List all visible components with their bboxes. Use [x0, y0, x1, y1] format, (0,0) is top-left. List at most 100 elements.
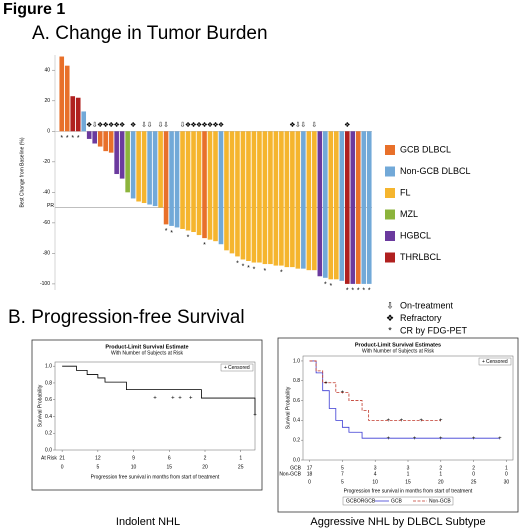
- y-tick-label: -40: [43, 190, 50, 196]
- panel-frame: [277, 337, 519, 513]
- status-marker: *: [71, 135, 74, 142]
- bar: [361, 131, 367, 284]
- legend-frame: [220, 363, 254, 372]
- at-risk-count: 2: [439, 465, 442, 471]
- censor-mark: +: [324, 380, 328, 386]
- status-marker: ⇩: [180, 121, 186, 129]
- x-tick-label: 25: [471, 479, 477, 485]
- legend-label: MZL: [400, 209, 418, 219]
- bar: [158, 131, 163, 208]
- censor-mark: +: [189, 396, 193, 402]
- x-tick-label: 20: [438, 479, 444, 485]
- bar: [174, 131, 180, 228]
- x-tick-label: 20: [202, 464, 208, 470]
- censor-mark: +: [439, 418, 443, 424]
- status-marker: ❖: [207, 122, 213, 129]
- y-tick-label: 20: [44, 98, 50, 104]
- y-axis-label: Best Change from Baseline (%): [19, 137, 25, 207]
- censor-mark: +: [413, 436, 417, 442]
- status-marker: ❖: [201, 122, 207, 129]
- legend-swatch: [385, 252, 395, 263]
- bar: [97, 131, 103, 147]
- at-risk-group: GCB: [290, 465, 302, 471]
- censor-mark: +: [419, 418, 423, 424]
- bar: [344, 131, 350, 284]
- status-marker: *: [77, 135, 80, 142]
- bar: [366, 131, 372, 284]
- status-marker: ⇩: [158, 121, 164, 129]
- status-marker: *: [346, 288, 349, 295]
- x-tick-label: 10: [372, 479, 378, 485]
- at-risk-count: 1: [505, 465, 508, 471]
- legend-label: HGBCL: [400, 230, 431, 240]
- x-tick-label: 10: [131, 464, 137, 470]
- at-risk-count: 3: [407, 465, 410, 471]
- bar: [350, 131, 356, 284]
- at-risk-count: 12: [95, 455, 101, 461]
- caption: Aggressive NHL by DLBCL Subtype: [310, 516, 485, 528]
- bar: [147, 131, 152, 205]
- bar: [202, 131, 207, 239]
- legend-symbol: *: [388, 325, 392, 335]
- legend-label: Non-GCB DLBCL: [400, 166, 471, 176]
- bar: [180, 131, 185, 229]
- status-marker: ❖: [108, 122, 114, 129]
- x-axis-label: Progression free survival in months from…: [91, 474, 220, 480]
- bar: [279, 131, 284, 266]
- y-tick-label: 1.0: [45, 364, 52, 370]
- at-risk-count: 4: [374, 471, 377, 477]
- bar: [136, 131, 141, 202]
- y-tick-label: 0: [47, 129, 50, 135]
- status-marker: ⇩: [295, 121, 301, 129]
- reference-label: PR: [47, 203, 54, 209]
- bar: [251, 131, 257, 263]
- y-tick-label: 0.2: [45, 431, 52, 437]
- bar: [141, 131, 147, 204]
- status-marker: *: [203, 242, 206, 249]
- censor-mark: +: [171, 396, 175, 402]
- status-marker: *: [264, 268, 267, 275]
- bar: [218, 131, 224, 245]
- censor-mark: +: [178, 396, 182, 402]
- chart-title: Product-Limit Survival Estimate: [105, 344, 188, 350]
- status-marker: *: [362, 288, 365, 295]
- status-marker: *: [236, 260, 239, 267]
- bar: [257, 131, 262, 263]
- bar: [284, 131, 290, 268]
- legend-label: On-treatment: [400, 300, 454, 310]
- legend-symbol: ❖: [386, 313, 394, 323]
- at-risk-count: 2: [204, 455, 207, 461]
- at-risk-count: 7: [341, 471, 344, 477]
- figure-label: Figure 1: [3, 1, 65, 18]
- censor-mark: +: [387, 418, 391, 424]
- at-risk-count: 9: [132, 455, 135, 461]
- bar: [152, 131, 158, 207]
- y-tick-label: -20: [43, 159, 50, 165]
- bar: [163, 131, 169, 225]
- status-marker: ⇩: [311, 121, 317, 129]
- at-risk-count: 3: [374, 465, 377, 471]
- legend-swatch: [385, 166, 395, 177]
- survival-curve: [309, 360, 500, 439]
- panel-frame: [31, 339, 263, 491]
- y-tick-label: -100: [40, 281, 50, 287]
- y-tick-label: 0.6: [293, 398, 300, 404]
- bar: [224, 131, 229, 251]
- bar: [64, 65, 70, 132]
- at-risk-count: 18: [307, 471, 313, 477]
- bar: [323, 131, 328, 278]
- x-tick-label: 15: [167, 464, 173, 470]
- status-marker: *: [253, 266, 256, 273]
- status-marker: *: [329, 283, 332, 290]
- censor-mark: +: [439, 436, 443, 442]
- legend-symbol: +: [482, 359, 485, 365]
- x-tick-label: 0: [308, 479, 311, 485]
- y-tick-label: 0.4: [45, 414, 52, 420]
- status-marker: ❖: [114, 122, 120, 129]
- legend-swatch: [385, 209, 395, 220]
- status-marker: *: [324, 282, 327, 289]
- legend-swatch: [385, 145, 395, 155]
- bar: [59, 56, 65, 132]
- bar: [196, 131, 202, 236]
